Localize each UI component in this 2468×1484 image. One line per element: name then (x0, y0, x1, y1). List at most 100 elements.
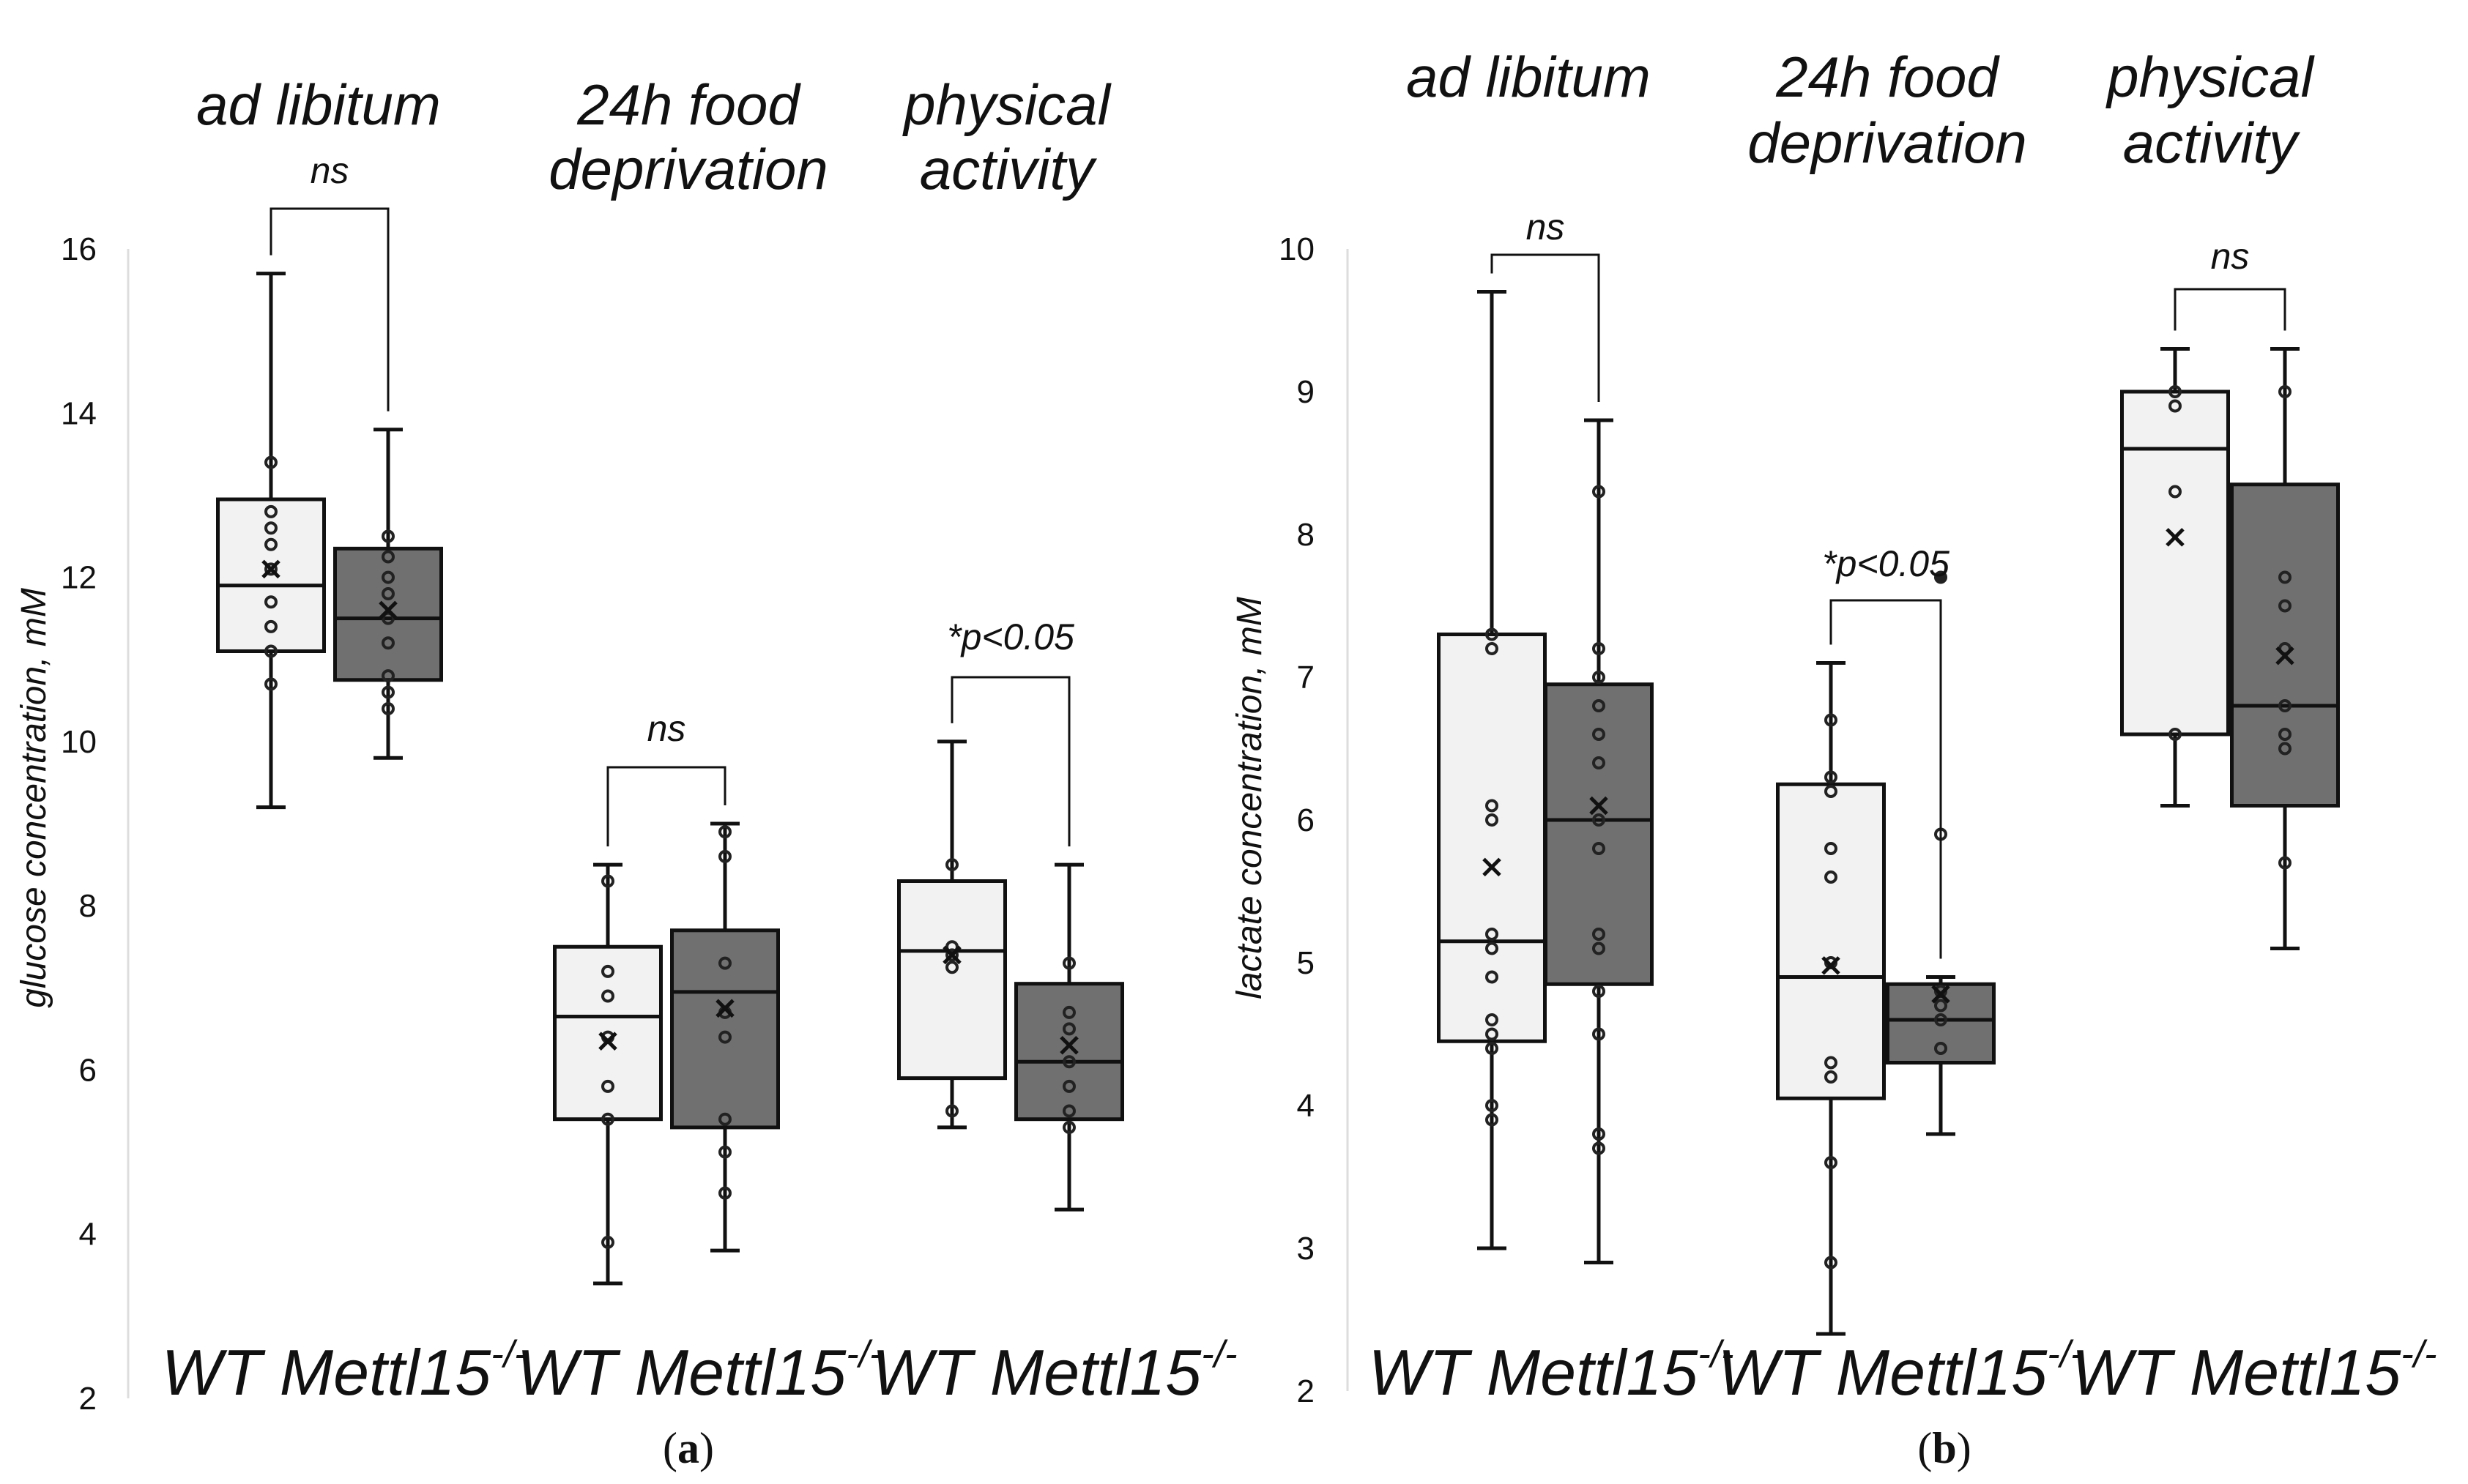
data-point (1485, 970, 1498, 984)
panel-b-lactate: 2 3 4 5 6 7 8 9 10 lactate concentration, mM ad li… (1230, 45, 2437, 1472)
outlier-point (1934, 570, 1947, 584)
panel-label-letter: b (1932, 1424, 1956, 1472)
data-point (1485, 642, 1498, 655)
y-tick-label: 3 (1297, 1231, 1315, 1267)
data-point (264, 504, 278, 518)
x-label-main: WT Mettl15 (1369, 1336, 1699, 1409)
data-point (1485, 1013, 1498, 1026)
y-tick-label: 7 (1297, 660, 1315, 696)
box-mettl15-group2 (1014, 862, 1124, 1212)
data-point (1824, 1056, 1837, 1070)
data-point (945, 961, 959, 974)
data-point (1592, 756, 1605, 769)
data-point (264, 619, 278, 633)
mean-marker (943, 945, 962, 965)
data-point (264, 595, 278, 609)
significance-label: ns (311, 150, 349, 191)
data-point (2278, 699, 2292, 712)
box-wt-group2 (897, 739, 1007, 1130)
x-label-superscript: -/- (2047, 1333, 2083, 1376)
mean-marker (2166, 528, 2185, 547)
x-label-superscript: -/- (2401, 1333, 2437, 1376)
y-tick-label: 4 (1297, 1088, 1315, 1124)
data-point (1063, 1120, 1076, 1134)
data-point (718, 1186, 732, 1200)
data-point (1485, 928, 1498, 941)
x-label-main: WT Mettl15 (2072, 1336, 2402, 1409)
data-point (945, 1104, 959, 1118)
data-point (718, 1145, 732, 1159)
data-point (718, 849, 732, 863)
group-title: 24h food (1775, 45, 2000, 109)
data-point (382, 636, 395, 650)
x-axis-label: WT Mettl15-/- (1718, 1333, 2084, 1409)
data-point (264, 677, 278, 691)
panel-label: (a) (663, 1424, 714, 1472)
box-wt-group1 (1776, 661, 1886, 1336)
data-point (382, 529, 395, 543)
box-mettl15-group1 (1886, 570, 1996, 1136)
significance-label: ns (1526, 206, 1565, 247)
data-point (1592, 813, 1605, 827)
box-iqr (2120, 389, 2230, 737)
mean-marker (2275, 646, 2294, 665)
x-label-main: WT Mettl15 (162, 1336, 492, 1409)
box-mettl15-group0 (1544, 418, 1654, 1264)
data-point (1485, 799, 1498, 813)
x-axis-label: WT Mettl15-/- (1369, 1333, 1734, 1409)
x-label-superscript: -/- (1201, 1333, 1237, 1376)
data-point (1485, 1099, 1498, 1112)
significance-label: *p<0.05 (947, 616, 1074, 657)
panel-label: (b) (1917, 1424, 1971, 1472)
data-point (264, 644, 278, 658)
x-label-superscript: -/- (491, 1333, 527, 1376)
y-axis-label: glucose concentration, mM (15, 588, 53, 1008)
data-point (1485, 942, 1498, 955)
data-point (1592, 842, 1605, 855)
data-point (1592, 1127, 1605, 1141)
box-wt-group0 (216, 272, 326, 810)
data-point (945, 948, 959, 962)
data-point (1063, 956, 1076, 970)
mean-marker (598, 1032, 617, 1051)
significance-bracket (606, 766, 726, 847)
data-point (1934, 1013, 1947, 1026)
data-point (1592, 485, 1605, 499)
group-title: physical (902, 72, 1112, 137)
data-point (1485, 1027, 1498, 1041)
data-point (2278, 856, 2292, 870)
x-label-superscript: -/- (846, 1333, 882, 1376)
data-point (264, 562, 278, 576)
data-point (1063, 1079, 1076, 1093)
data-point (1592, 1027, 1605, 1041)
x-axis-label: WT Mettl15-/- (872, 1333, 1238, 1409)
data-point (718, 956, 732, 970)
x-axis-label: WT Mettl15-/- (517, 1333, 882, 1409)
box-mettl15-group0 (333, 428, 443, 760)
significance-bracket (1490, 253, 1600, 402)
box-iqr (1544, 682, 1654, 986)
box-iqr (897, 879, 1007, 1081)
mean-marker (1589, 796, 1608, 816)
data-point (1063, 1104, 1076, 1118)
data-point (2278, 570, 2292, 584)
data-point (1592, 728, 1605, 741)
data-point (2278, 385, 2292, 398)
mean-marker (1931, 985, 1950, 1004)
data-point (601, 989, 614, 1003)
y-tick-label: 16 (61, 231, 97, 267)
data-point (1824, 842, 1837, 855)
group-title: deprivation (1747, 111, 2027, 175)
y-tick-label: 10 (1279, 231, 1315, 267)
group-title: ad libitum (196, 72, 441, 137)
panel-a-glucose: 2 4 6 8 10 12 14 16 glucose concentration, mM ad … (15, 72, 1237, 1472)
mean-marker (261, 559, 280, 579)
significance-label: ns (2211, 236, 2250, 277)
data-point (601, 964, 614, 978)
box-mettl15-group2 (2230, 347, 2340, 950)
panel-label-open: ( (1917, 1424, 1932, 1472)
y-tick-label: 2 (1297, 1373, 1315, 1409)
x-label-main: WT Mettl15 (872, 1336, 1203, 1409)
data-point (1485, 1042, 1498, 1055)
